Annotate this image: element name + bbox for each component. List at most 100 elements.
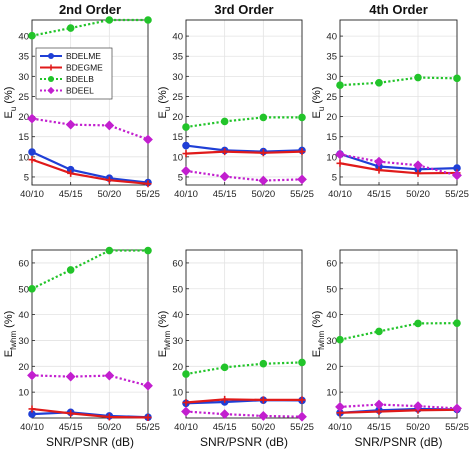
series-line	[185, 410, 303, 418]
x-axis-label: SNR/PSNR (dB)	[46, 435, 134, 449]
data-point	[259, 113, 268, 122]
x-tick-label: 50/20	[406, 189, 430, 200]
data-point	[65, 119, 76, 130]
y-axis-label-sub: u	[317, 107, 326, 111]
y-tick-label: 5	[332, 172, 337, 183]
data-point	[335, 401, 345, 412]
y-tick-label: 25	[18, 92, 29, 103]
y-tick-label: 40	[172, 310, 183, 321]
y-axis-label-sub: u	[163, 107, 172, 111]
data-point	[27, 370, 37, 381]
data-point	[221, 148, 229, 156]
series-bdelme	[182, 141, 306, 156]
series-bdegme	[182, 148, 306, 158]
data-point	[414, 319, 422, 328]
y-axis-label-sub: fwhm	[163, 330, 172, 349]
y-axis-label-main: E	[311, 350, 323, 357]
y-axis-label-main: E	[157, 350, 169, 357]
x-tick-label: 50/20	[251, 422, 275, 433]
series-line	[339, 152, 458, 171]
x-tick-label: 55/25	[136, 422, 160, 433]
series-line	[185, 398, 302, 404]
x-tick-label: 40/10	[328, 189, 352, 200]
series-bdeel	[335, 149, 462, 181]
data-point	[28, 156, 36, 164]
y-tick-label: 40	[18, 32, 29, 43]
y-tick-label: 30	[172, 72, 183, 83]
panel-top-left: 5 10 15 20 25 30 35 40 40/10 45/15 50/20 55/25 2nd O…	[3, 2, 160, 200]
data-point	[144, 413, 152, 421]
data-point	[181, 406, 191, 417]
data-point	[375, 78, 383, 87]
data-point	[144, 246, 152, 255]
data-point	[144, 16, 152, 24]
y-tick-label: 35	[326, 52, 337, 63]
data-point	[105, 176, 113, 184]
panel-top-middle: 5 10 15 20 25 30 35 40 40/10 45/15 50/20 55/25 3rd O…	[157, 2, 314, 200]
y-tick-label: 15	[18, 132, 29, 143]
legend-item-bdegme: BDEGME	[40, 63, 103, 73]
series-line	[31, 150, 149, 184]
y-tick-label: 15	[172, 132, 183, 143]
y-tick-label: 10	[326, 152, 337, 163]
y-tick-label: 40	[326, 32, 337, 43]
series-bdelme	[336, 150, 461, 174]
y-tick-label: 5	[178, 172, 183, 183]
panel-title: 3rd Order	[214, 2, 273, 17]
data-point	[182, 141, 190, 150]
data-point	[413, 401, 423, 412]
data-point	[297, 411, 307, 422]
y-axis-label-unit: (%)	[3, 311, 15, 328]
series-line	[31, 407, 149, 419]
panel-top-right: 5 10 15 20 25 30 35 40 40/10 45/15 50/20 55/25 4th O…	[311, 2, 469, 200]
y-axis-label-main: E	[3, 350, 15, 357]
x-tick-label: 55/25	[136, 189, 160, 200]
series-line	[185, 144, 303, 153]
data-point	[413, 160, 423, 171]
y-tick-label: 30	[326, 336, 337, 347]
legend-marker	[48, 64, 54, 71]
y-tick-label: 20	[172, 112, 183, 123]
series-bdelb	[182, 358, 306, 378]
x-tick-label: 55/25	[290, 422, 314, 433]
y-tick-label: 40	[326, 310, 337, 321]
data-point	[453, 319, 461, 327]
data-point	[219, 171, 230, 182]
y-axis-label: Efwhm (%)	[3, 311, 18, 358]
data-point	[182, 123, 190, 131]
series-line	[31, 158, 149, 185]
data-point	[66, 266, 75, 274]
data-point	[65, 371, 76, 382]
data-point	[182, 150, 190, 158]
x-tick-label: 55/25	[445, 422, 469, 433]
y-tick-label: 25	[326, 92, 337, 103]
y-axis-label-sub: u	[9, 107, 18, 111]
x-tick-label: 40/10	[174, 422, 198, 433]
data-point	[144, 180, 152, 188]
data-point	[104, 370, 115, 381]
series-line	[339, 76, 458, 87]
series-line	[339, 162, 458, 175]
data-point	[374, 156, 384, 167]
series-line	[339, 322, 458, 341]
y-axis-label: Eu (%)	[157, 87, 172, 119]
y-tick-label: 20	[326, 362, 337, 373]
data-point	[66, 24, 75, 32]
axes-box	[185, 249, 303, 419]
y-tick-label: 30	[18, 336, 29, 347]
data-point	[182, 398, 190, 406]
x-tick-label: 50/20	[406, 422, 430, 433]
series-line	[185, 361, 303, 376]
data-point	[452, 170, 462, 181]
y-axis-label: Eu (%)	[311, 87, 326, 119]
series-bdelb	[336, 73, 461, 89]
y-tick-label: 15	[326, 132, 337, 143]
y-tick-label: 20	[18, 112, 29, 123]
x-tick-label: 45/15	[213, 422, 237, 433]
data-point	[259, 359, 268, 368]
data-point	[181, 166, 191, 176]
series-bdelme	[28, 148, 152, 187]
series-line	[185, 169, 303, 182]
data-point	[298, 358, 306, 367]
